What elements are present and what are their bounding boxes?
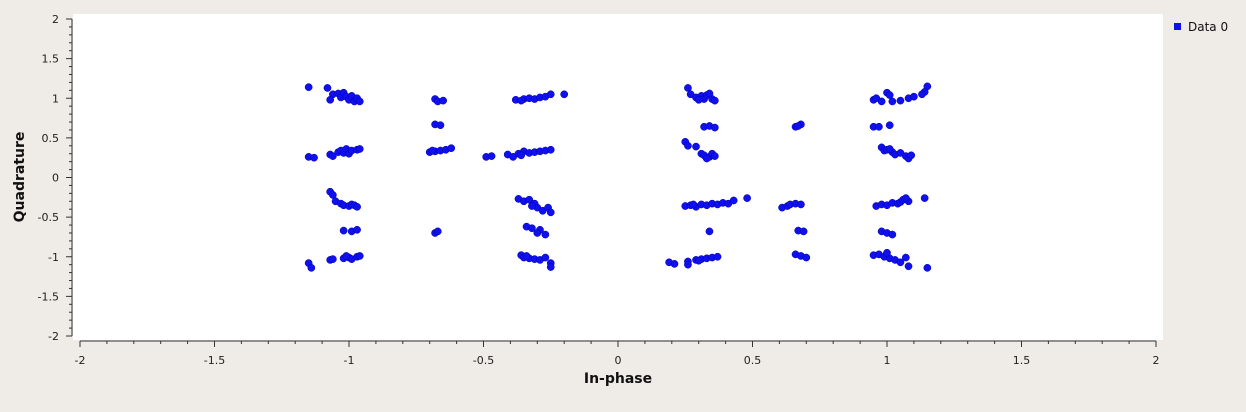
data-point [353, 202, 361, 211]
x-tick-label: 1 [884, 354, 891, 367]
y-tick-label: -1 [48, 251, 59, 264]
y-tick-label: 1.5 [42, 53, 60, 66]
data-point [694, 95, 703, 104]
data-point [705, 227, 714, 236]
data-point [517, 151, 526, 160]
data-point [904, 262, 913, 271]
data-point [560, 90, 569, 99]
legend-label: Data 0 [1188, 20, 1228, 34]
data-point [522, 252, 531, 260]
data-point [541, 253, 550, 262]
data-point [797, 200, 805, 209]
data-point [304, 83, 313, 92]
data-point [310, 153, 318, 162]
y-tick-label: 0 [52, 172, 59, 185]
data-point [447, 144, 456, 153]
data-point [546, 208, 555, 217]
data-point [923, 263, 932, 272]
data-point [896, 96, 905, 105]
data-point [875, 122, 883, 131]
data-point [702, 154, 711, 163]
data-point [326, 95, 335, 104]
data-point [670, 260, 679, 268]
data-point [323, 84, 332, 92]
data-point [885, 121, 894, 130]
data-point [743, 194, 751, 202]
data-point [710, 152, 719, 160]
data-point [799, 227, 808, 236]
x-tick-label: 1.5 [1013, 354, 1031, 367]
data-point [533, 229, 542, 237]
data-point [546, 145, 555, 154]
data-point [329, 255, 337, 263]
scatter-points [304, 82, 932, 272]
data-point [705, 89, 714, 98]
data-point [528, 202, 536, 210]
data-point [684, 260, 692, 269]
y-axis-ticks: 2 1.5 1 0.5 0 -0.5 -1 -1.5 -2 [38, 13, 72, 343]
data-point [729, 196, 738, 205]
data-point [546, 263, 555, 271]
data-point [439, 96, 447, 105]
data-point [920, 194, 929, 202]
data-point [433, 227, 442, 236]
data-point [883, 248, 891, 257]
data-point [794, 122, 803, 130]
data-point [901, 194, 910, 202]
y-axis-title: Quadrature [12, 132, 28, 223]
data-point [517, 96, 526, 105]
data-point [355, 97, 364, 106]
data-point [329, 152, 337, 160]
data-point [918, 90, 926, 99]
data-point [907, 151, 916, 160]
x-tick-label: -1 [344, 354, 355, 367]
y-tick-label: -0.5 [38, 211, 59, 224]
data-point [888, 97, 897, 106]
data-point [342, 252, 351, 260]
data-point [428, 146, 437, 155]
data-point [436, 121, 445, 130]
data-point [355, 145, 364, 153]
plot-area[interactable] [73, 14, 1163, 340]
x-tick-label: 0 [615, 354, 622, 367]
data-point [339, 226, 348, 235]
data-point [710, 123, 719, 132]
x-tick-label: -1.5 [204, 354, 225, 367]
y-tick-label: -2 [48, 330, 59, 343]
data-point [528, 224, 536, 233]
y-tick-label: -1.5 [38, 290, 59, 303]
x-axis-title: In-phase [584, 371, 652, 387]
data-point [713, 252, 722, 261]
data-point [877, 97, 886, 106]
data-point [689, 200, 698, 209]
data-point [901, 253, 910, 262]
data-point [546, 90, 555, 99]
y-tick-label: 2 [52, 13, 59, 26]
x-tick-label: 0.5 [744, 354, 762, 367]
data-point [910, 92, 918, 101]
data-point [896, 258, 905, 267]
y-tick-label: 1 [52, 92, 59, 105]
data-point [487, 152, 496, 160]
data-point [923, 82, 932, 91]
x-axis-ticks: -2 -1.5 -1 -0.5 0 0.5 1 1.5 2 [75, 341, 1160, 367]
data-point [355, 252, 364, 260]
data-point [684, 141, 692, 150]
data-point [802, 253, 811, 262]
x-tick-label: -2 [75, 354, 86, 367]
data-point [353, 225, 361, 234]
data-point [888, 230, 897, 239]
data-point [694, 256, 703, 265]
y-tick-label: 0.5 [42, 132, 60, 145]
x-tick-label: -0.5 [473, 354, 494, 367]
data-point [710, 96, 719, 105]
x-tick-label: 2 [1153, 354, 1160, 367]
data-point [541, 230, 550, 239]
data-point [307, 263, 316, 272]
legend[interactable]: Data 0 [1174, 20, 1228, 34]
data-point [692, 142, 700, 151]
data-point [885, 145, 894, 153]
legend-swatch [1174, 23, 1181, 30]
